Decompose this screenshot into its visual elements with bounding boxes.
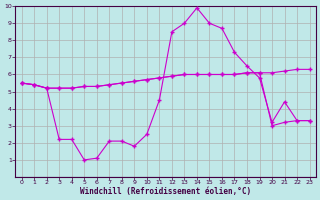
- X-axis label: Windchill (Refroidissement éolien,°C): Windchill (Refroidissement éolien,°C): [80, 187, 251, 196]
